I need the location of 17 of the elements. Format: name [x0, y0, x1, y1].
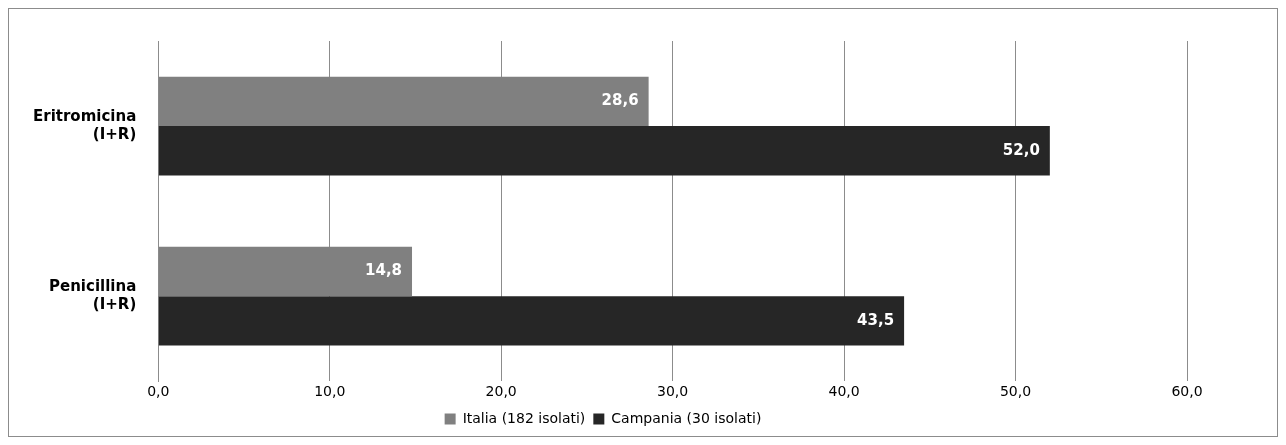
- x-tick-label: 60,0: [1171, 383, 1203, 400]
- bar: [158, 296, 905, 346]
- data-label: 14,8: [365, 261, 403, 280]
- x-tick-label: 0,0: [147, 383, 170, 400]
- legend-label: Italia (182 isolati): [462, 409, 586, 426]
- x-tick-label: 30,0: [657, 383, 689, 400]
- y-tick-label: Eritromicina (I+R): [33, 106, 137, 143]
- y-tick-label: Penicillina (I+R): [49, 277, 137, 314]
- data-label: 43,5: [857, 310, 895, 329]
- data-label: 52,0: [1002, 140, 1040, 159]
- bar: [158, 126, 1050, 176]
- x-tick-label: 10,0: [314, 383, 346, 400]
- x-tick-label: 20,0: [485, 383, 517, 400]
- data-label: 28,6: [601, 91, 639, 110]
- x-tick-label: 40,0: [828, 383, 860, 400]
- legend-label: Campania (30 isolati): [611, 409, 762, 426]
- x-tick-label: 50,0: [999, 383, 1032, 400]
